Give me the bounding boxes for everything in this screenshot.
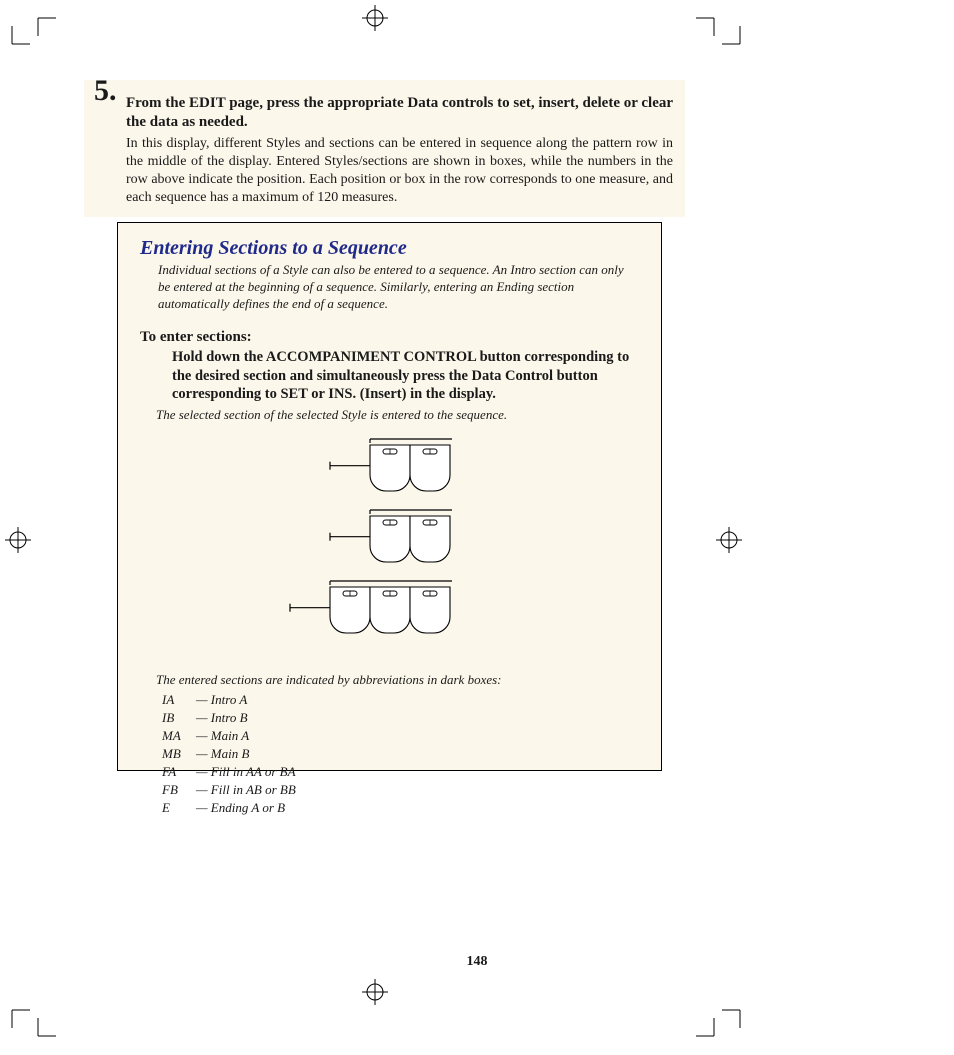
legend-row: MA— Main A <box>158 728 300 744</box>
legend-row: MB— Main B <box>158 746 300 762</box>
step-number: 5. <box>94 74 117 108</box>
legend-row: IB— Intro B <box>158 710 300 726</box>
legend-desc: — Fill in AB or BB <box>192 782 300 798</box>
section-title: Entering Sections to a Sequence <box>140 237 639 260</box>
legend-desc: — Intro A <box>192 692 300 708</box>
section-result: The selected section of the selected Sty… <box>156 407 639 423</box>
diagram-row <box>328 437 452 498</box>
legend-row: E— Ending A or B <box>158 800 300 816</box>
to-enter-label: To enter sections: <box>140 329 639 346</box>
legend-intro: The entered sections are indicated by ab… <box>156 672 639 688</box>
legend-desc: — Main B <box>192 746 300 762</box>
legend-abbr: IB <box>158 710 190 726</box>
legend-table: IA— Intro AIB— Intro BMA— Main AMB— Main… <box>156 690 302 818</box>
diagram-row <box>328 508 452 569</box>
button-diagram <box>140 437 639 640</box>
legend-desc: — Main A <box>192 728 300 744</box>
legend-abbr: FA <box>158 764 190 780</box>
legend-desc: — Ending A or B <box>192 800 300 816</box>
step-title: From the EDIT page, press the appropriat… <box>126 94 673 132</box>
legend-desc: — Fill in AA or BA <box>192 764 300 780</box>
legend-abbr: E <box>158 800 190 816</box>
page-number: 148 <box>0 954 954 970</box>
step-body: In this display, different Styles and se… <box>126 135 673 208</box>
legend-row: FB— Fill in AB or BB <box>158 782 300 798</box>
entering-sections-box: Entering Sections to a Sequence Individu… <box>117 222 662 771</box>
legend-row: IA— Intro A <box>158 692 300 708</box>
legend-abbr: MB <box>158 746 190 762</box>
legend-desc: — Intro B <box>192 710 300 726</box>
legend-abbr: IA <box>158 692 190 708</box>
legend-abbr: FB <box>158 782 190 798</box>
diagram-row <box>288 579 452 640</box>
section-intro: Individual sections of a Style can also … <box>158 262 639 313</box>
step-block: From the EDIT page, press the appropriat… <box>84 80 685 217</box>
section-instruction: Hold down the ACCOMPANIMENT CONTROL butt… <box>172 348 639 405</box>
legend-abbr: MA <box>158 728 190 744</box>
legend-row: FA— Fill in AA or BA <box>158 764 300 780</box>
